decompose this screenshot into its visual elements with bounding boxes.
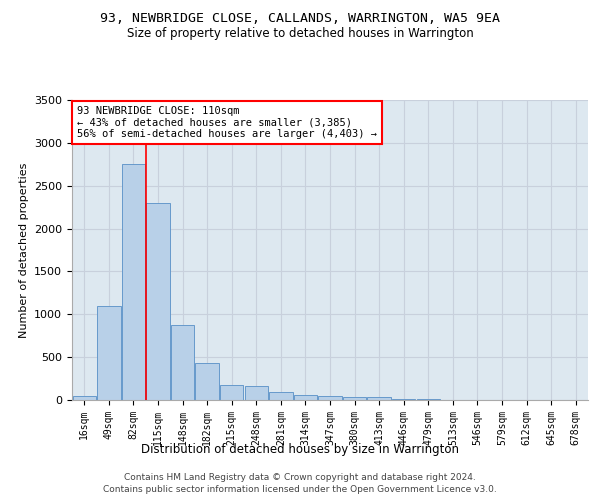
Bar: [319, 396, 341, 400]
Bar: [245, 386, 268, 400]
Text: Contains HM Land Registry data © Crown copyright and database right 2024.: Contains HM Land Registry data © Crown c…: [124, 472, 476, 482]
Text: Contains public sector information licensed under the Open Government Licence v3: Contains public sector information licen…: [103, 485, 497, 494]
Text: 93 NEWBRIDGE CLOSE: 110sqm
← 43% of detached houses are smaller (3,385)
56% of s: 93 NEWBRIDGE CLOSE: 110sqm ← 43% of deta…: [77, 106, 377, 139]
Bar: [146, 203, 170, 400]
Bar: [269, 392, 293, 400]
Bar: [220, 385, 244, 400]
Text: Size of property relative to detached houses in Warrington: Size of property relative to detached ho…: [127, 28, 473, 40]
Y-axis label: Number of detached properties: Number of detached properties: [19, 162, 29, 338]
Bar: [122, 164, 145, 400]
Bar: [367, 398, 391, 400]
Bar: [343, 396, 366, 400]
Bar: [73, 396, 96, 400]
Bar: [294, 395, 317, 400]
Bar: [392, 398, 415, 400]
Bar: [196, 363, 219, 400]
Bar: [97, 306, 121, 400]
Bar: [171, 324, 194, 400]
Text: Distribution of detached houses by size in Warrington: Distribution of detached houses by size …: [141, 442, 459, 456]
Text: 93, NEWBRIDGE CLOSE, CALLANDS, WARRINGTON, WA5 9EA: 93, NEWBRIDGE CLOSE, CALLANDS, WARRINGTO…: [100, 12, 500, 26]
